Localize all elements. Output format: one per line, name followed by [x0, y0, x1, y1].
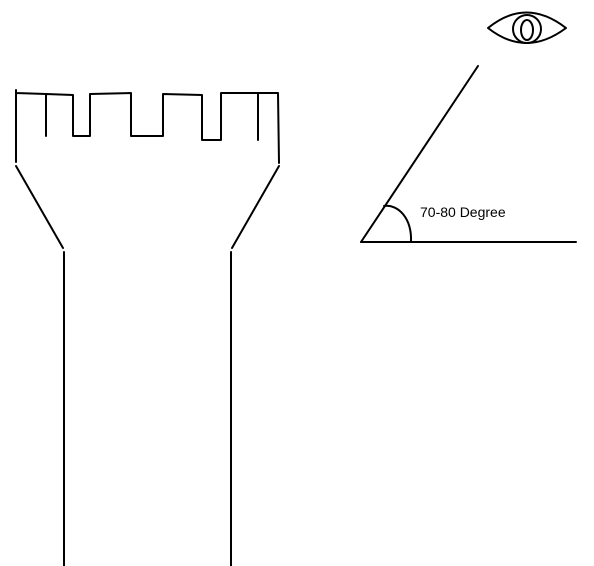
tower [15, 89, 280, 566]
tower-right-slope [231, 165, 280, 249]
tower-battlements [15, 89, 280, 164]
eye-pupil [520, 19, 534, 41]
sight-line [360, 65, 479, 243]
eye-outline [487, 11, 567, 44]
eye-iris [512, 14, 542, 44]
angle-arc [383, 204, 413, 243]
eye-icon [487, 11, 567, 44]
tower-left-slope [15, 165, 64, 249]
angle-label: 70-80 Degree [420, 204, 506, 220]
angle-diagram: 70-80 Degree [360, 65, 577, 243]
